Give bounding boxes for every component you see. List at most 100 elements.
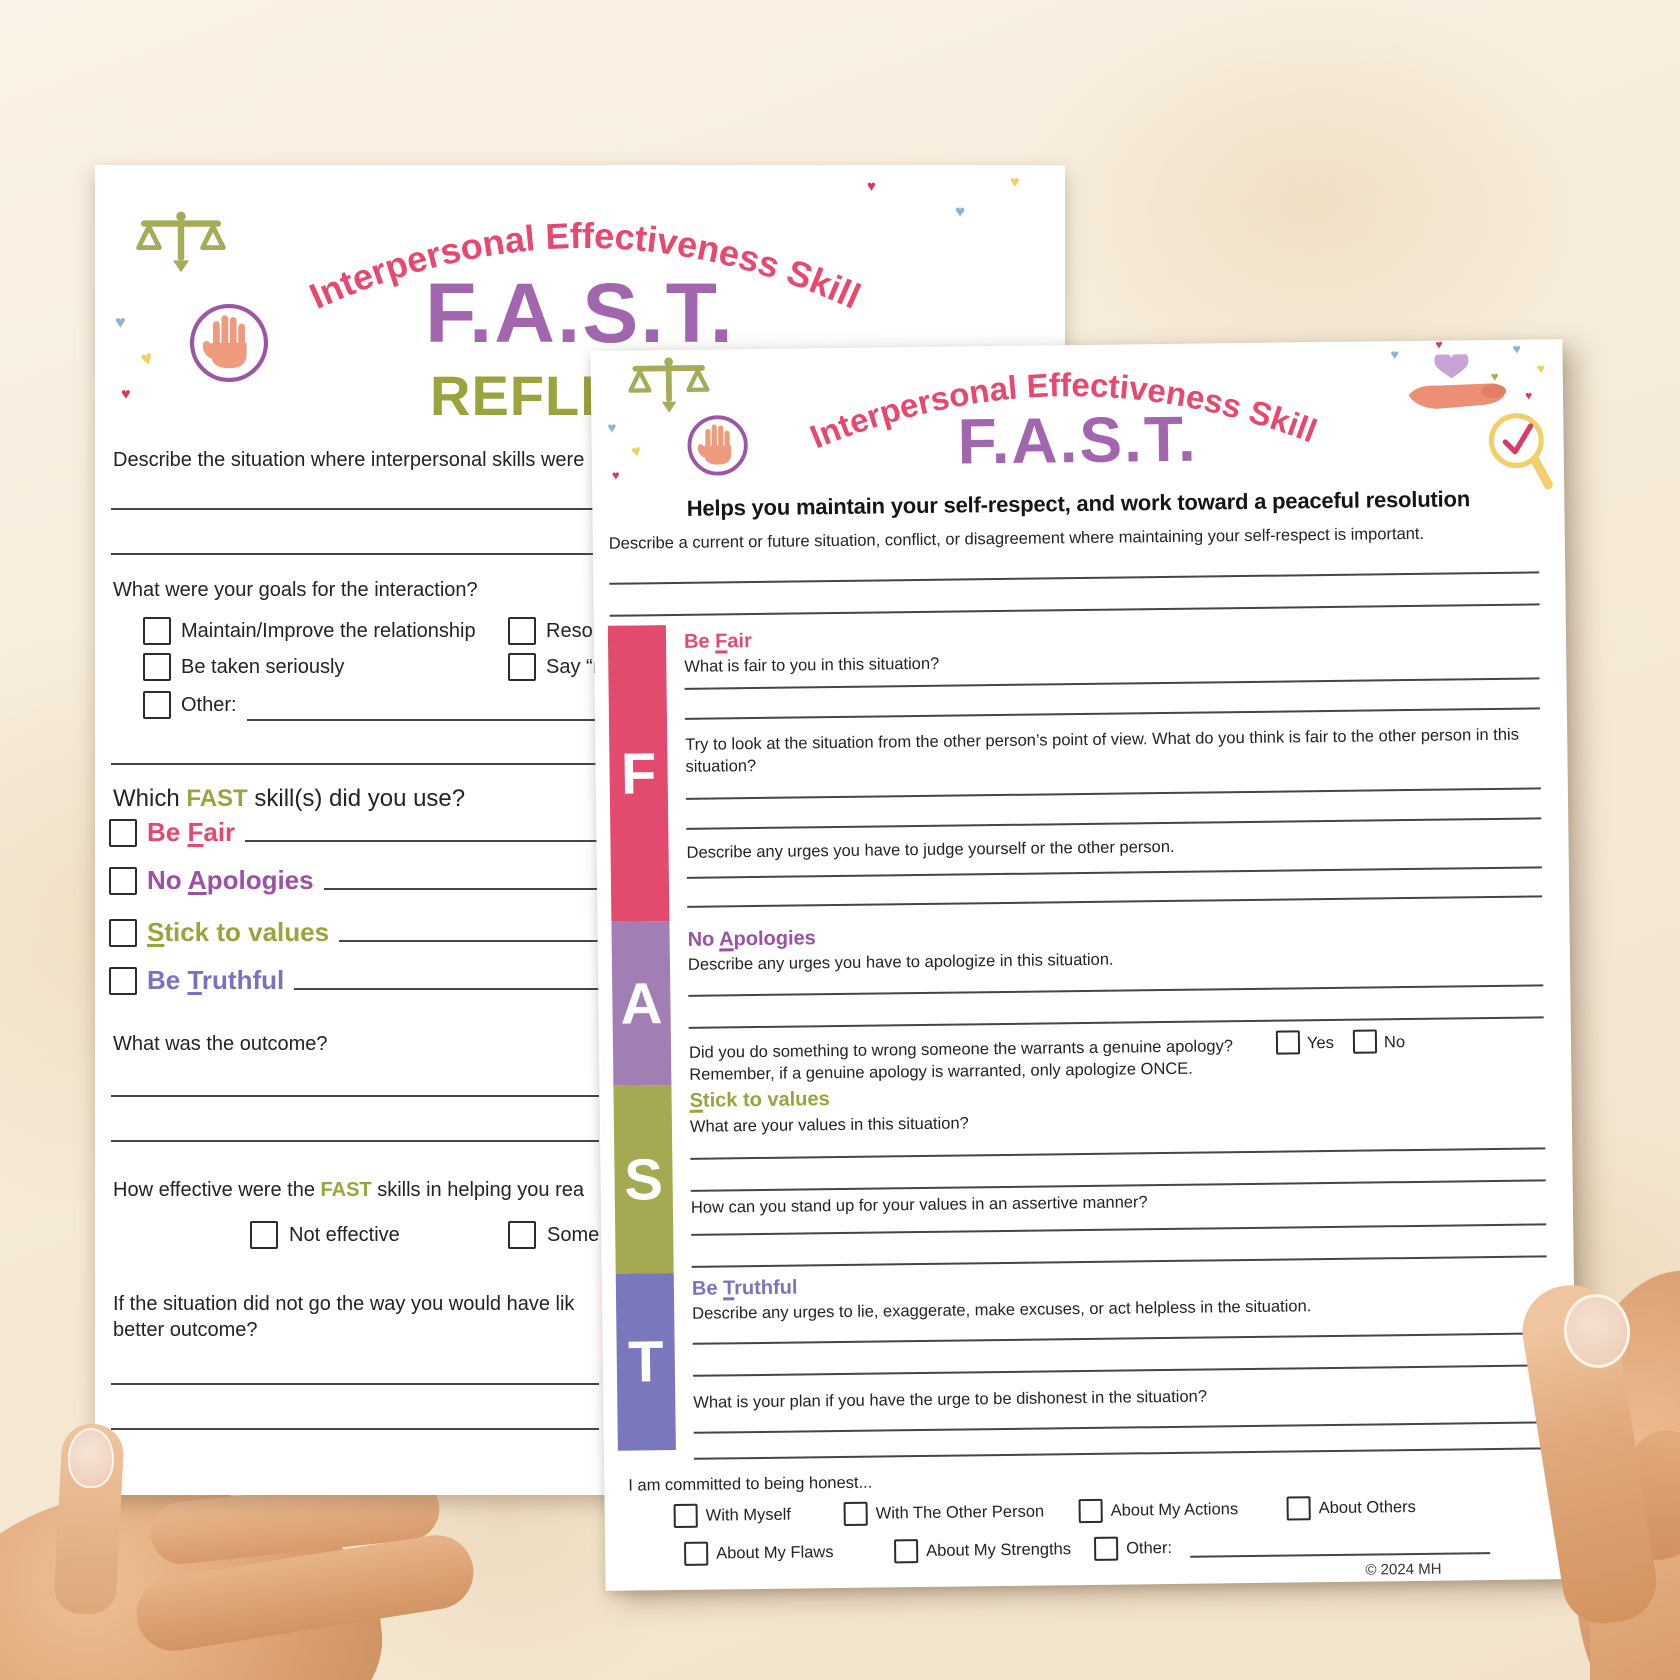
checkbox-with-myself[interactable] xyxy=(673,1503,698,1529)
section-heading-truthful: Be Truthful xyxy=(691,1276,798,1300)
heart-confetti: ♥ xyxy=(955,202,966,221)
checkbox-goal-other[interactable] xyxy=(143,691,171,719)
skill-label-fair: Be Fair xyxy=(147,817,236,847)
answer-line[interactable] xyxy=(687,895,1543,908)
answer-line[interactable] xyxy=(693,1421,1549,1434)
copyright-text: © 2024 MH xyxy=(1365,1560,1442,1579)
commitment-option: About My Flaws xyxy=(684,1540,834,1566)
fast-worksheet-page: ♥ ♥ ♥ Interpersonal Effectiveness Skill … xyxy=(590,337,1578,1591)
checkbox-skill-truthful[interactable] xyxy=(109,966,137,995)
heart-confetti: ♥ xyxy=(1524,388,1533,403)
checkbox-goal-resolve[interactable] xyxy=(508,617,536,645)
outcome-question: What was the outcome? xyxy=(113,1033,328,1055)
back-page-subtitle: REFLE xyxy=(430,364,619,427)
left-thumb-nail xyxy=(68,1428,114,1488)
heart-confetti: ♥ xyxy=(1512,340,1521,357)
answer-line[interactable] xyxy=(684,707,1540,720)
section-question: What is fair to you in this situation? xyxy=(684,654,940,676)
goal-label: Be taken seriously xyxy=(181,656,345,678)
answer-line[interactable] xyxy=(323,871,601,890)
goal-label-partial: Resolv xyxy=(546,620,608,642)
fast-highlight: FAST xyxy=(186,785,248,812)
answer-line[interactable] xyxy=(111,508,599,510)
answer-line[interactable] xyxy=(245,823,601,842)
answer-line[interactable] xyxy=(111,1383,599,1385)
answer-line[interactable] xyxy=(685,787,1541,800)
checkbox-about-my-strengths[interactable] xyxy=(894,1539,919,1564)
apology-yes-label: Yes xyxy=(1306,1033,1335,1053)
effectiveness-label: Not effective xyxy=(289,1224,400,1246)
answer-line[interactable] xyxy=(691,1255,1547,1268)
checkbox-apology-yes[interactable] xyxy=(1275,1030,1301,1055)
section-question: Describe any urges you have to judge you… xyxy=(686,837,1175,862)
answer-line[interactable] xyxy=(690,1147,1546,1160)
checkbox-goal-say-no[interactable] xyxy=(508,653,536,681)
commitment-option: Other: xyxy=(1093,1536,1173,1561)
checkbox-skill-fair[interactable] xyxy=(109,818,137,847)
answer-line[interactable] xyxy=(111,1140,599,1142)
answer-line[interactable] xyxy=(111,1428,599,1430)
page-tagline: Helps you maintain your self-respect, an… xyxy=(686,486,1471,521)
answer-line[interactable] xyxy=(609,603,1540,617)
answer-line[interactable] xyxy=(692,1332,1548,1345)
goal-label-partial: Say “r xyxy=(546,656,600,678)
magnifier-check-icon xyxy=(1488,413,1553,490)
fast-highlight: FAST xyxy=(320,1179,372,1201)
answer-line[interactable] xyxy=(609,571,1540,585)
checkbox-about-others[interactable] xyxy=(1286,1496,1311,1521)
answer-line[interactable] xyxy=(686,866,1542,879)
section-heading-apologies: No Apologies xyxy=(687,927,816,951)
divider-line xyxy=(111,763,599,765)
answer-line[interactable] xyxy=(1190,1552,1491,1558)
checkbox-skill-apologies[interactable] xyxy=(109,866,137,895)
checkbox-goal-maintain[interactable] xyxy=(143,617,171,645)
effectiveness-question: How effective were the FAST skills in he… xyxy=(113,1179,584,1201)
answer-line[interactable] xyxy=(247,719,599,721)
checkbox-other[interactable] xyxy=(1093,1536,1119,1561)
checkbox-apology-no[interactable] xyxy=(1352,1029,1378,1054)
checkbox-not-effective[interactable] xyxy=(250,1221,278,1249)
answer-line[interactable] xyxy=(294,971,601,990)
checkbox-somewhat-effective[interactable] xyxy=(508,1221,536,1249)
checkbox-about-my-flaws[interactable] xyxy=(684,1541,709,1566)
scales-icon xyxy=(136,211,226,273)
heart-confetti: ♥ xyxy=(1435,337,1443,352)
answer-line[interactable] xyxy=(111,1095,599,1097)
checkbox-skill-values[interactable] xyxy=(109,918,137,947)
section-question: How can you stand up for your values in … xyxy=(690,1193,1148,1217)
answer-line[interactable] xyxy=(684,677,1540,690)
answer-line[interactable] xyxy=(339,923,601,942)
stop-hand-icon xyxy=(687,415,748,476)
skill-label-apologies: No Apologies xyxy=(147,865,314,895)
answer-line[interactable] xyxy=(688,984,1544,997)
commitment-label: With The Other Person xyxy=(875,1502,1045,1523)
commitment-option: About My Strengths xyxy=(894,1537,1071,1564)
letter-bar-f: F xyxy=(607,625,670,922)
followup-question-line2: better outcome? xyxy=(113,1319,258,1341)
goal-label: Other: xyxy=(181,694,237,716)
commitment-prompt: I am committed to being honest... xyxy=(628,1473,873,1495)
answer-line[interactable] xyxy=(111,553,599,555)
section-heading-values: Stick to values xyxy=(689,1088,830,1112)
skills-question: Which FAST skill(s) did you use? xyxy=(113,785,466,812)
heart-confetti: ♥ xyxy=(1010,174,1020,191)
situation-prompt: Describe the situation where interperson… xyxy=(113,449,585,471)
answer-line[interactable] xyxy=(692,1364,1548,1377)
checkbox-with-other-person[interactable] xyxy=(843,1501,868,1526)
answer-line[interactable] xyxy=(691,1223,1547,1236)
checkbox-about-my-actions[interactable] xyxy=(1078,1498,1103,1524)
heart-confetti: ♥ xyxy=(1490,368,1499,384)
answer-line[interactable] xyxy=(686,817,1542,830)
section-question: Try to look at the situation from the ot… xyxy=(685,725,1520,777)
checkbox-goal-seriously[interactable] xyxy=(143,653,171,681)
answer-line[interactable] xyxy=(688,1016,1544,1029)
heart-confetti: ♥ xyxy=(1536,360,1546,377)
commitment-label: Other: xyxy=(1126,1538,1173,1558)
situation-prompt: Describe a current or future situation, … xyxy=(608,524,1425,553)
answer-line[interactable] xyxy=(693,1447,1549,1460)
letter-bar-s: S xyxy=(613,1085,674,1274)
arc-title: Interpersonal Effectiveness Skill xyxy=(804,363,1322,456)
skill-label-truthful: Be Truthful xyxy=(147,965,285,995)
section-question: Describe any urges to lie, exaggerate, m… xyxy=(692,1297,1312,1323)
